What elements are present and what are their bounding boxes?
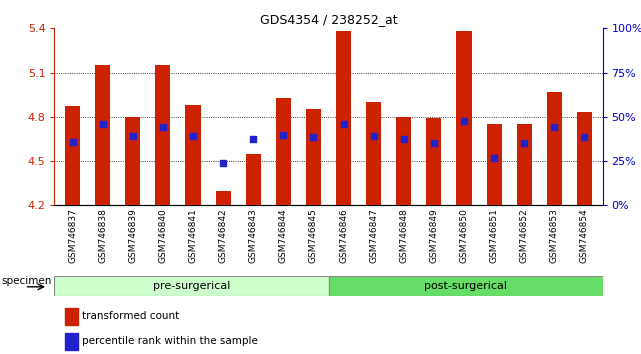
Text: transformed count: transformed count [82,311,179,321]
Bar [336,31,351,205]
Point [248,136,258,142]
Point [128,133,138,139]
Bar [185,105,201,205]
Bar [366,102,381,205]
Point [278,132,288,137]
Bar [65,308,78,325]
Point [338,121,349,127]
Text: percentile rank within the sample: percentile rank within the sample [82,336,258,346]
Bar [306,109,321,205]
Bar [125,117,140,205]
FancyBboxPatch shape [54,276,328,296]
Point [188,133,198,139]
Point [489,155,499,161]
Point [158,124,168,130]
Point [399,136,409,142]
Bar [426,118,442,205]
Point [579,135,590,140]
Bar [547,92,562,205]
Bar [456,31,472,205]
Point [369,133,379,139]
Point [549,124,560,130]
Point [459,119,469,124]
Bar [246,154,261,205]
Point [218,160,228,165]
Bar [396,117,412,205]
Text: pre-surgerical: pre-surgerical [153,281,230,291]
Bar [215,190,231,205]
Title: GDS4354 / 238252_at: GDS4354 / 238252_at [260,13,397,26]
Point [67,139,78,145]
Bar [95,65,110,205]
FancyBboxPatch shape [328,276,603,296]
Bar [517,124,532,205]
Point [97,121,108,127]
Bar [155,65,171,205]
Bar [65,107,80,205]
Bar [65,333,78,350]
Point [429,141,439,146]
Point [308,135,319,140]
Point [519,141,529,146]
Bar [276,98,291,205]
Text: specimen: specimen [1,276,51,286]
Text: post-surgerical: post-surgerical [424,281,507,291]
Bar [577,113,592,205]
Bar [487,124,502,205]
